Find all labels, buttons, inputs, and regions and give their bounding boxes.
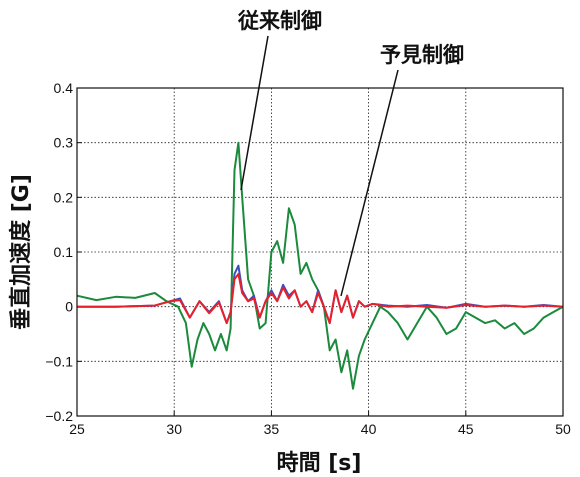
y-axis-label: 垂直加速度 [G] xyxy=(8,174,34,330)
series-line-red xyxy=(77,272,564,325)
y-tick-labels: −0.2 −0.1 0 0.1 0.2 0.3 0.4 xyxy=(45,80,73,424)
x-tick-label: 25 xyxy=(69,421,85,437)
x-tick-label: 30 xyxy=(166,421,182,437)
x-tick-label: 45 xyxy=(458,421,474,437)
y-tick-label: −0.1 xyxy=(45,353,73,369)
annotation-leader-1 xyxy=(240,35,269,191)
grid xyxy=(76,87,564,417)
annotation-leader-2 xyxy=(340,69,399,297)
x-tick-label: 40 xyxy=(361,421,377,437)
series-group xyxy=(76,141,564,390)
x-tick-label: 50 xyxy=(555,421,571,437)
y-tick-label: 0 xyxy=(65,299,73,315)
x-axis-label: 時間 [s] xyxy=(277,451,362,476)
plot-frame xyxy=(76,87,564,417)
y-tick-label: 0.1 xyxy=(54,244,74,260)
x-tick-label: 35 xyxy=(264,421,280,437)
x-tick-labels: 25 30 35 40 45 50 xyxy=(69,421,571,437)
y-tick-label: 0.4 xyxy=(54,80,74,96)
y-tick-label: 0.2 xyxy=(54,189,74,205)
annotation-label-1: 従来制御 xyxy=(237,9,322,33)
series-line-green xyxy=(76,141,564,390)
annotation-label-2: 予見制御 xyxy=(380,43,464,67)
y-tick-label: 0.3 xyxy=(54,135,74,151)
annotations: 従来制御 予見制御 xyxy=(237,9,464,297)
y-tick-label: −0.2 xyxy=(45,408,73,424)
